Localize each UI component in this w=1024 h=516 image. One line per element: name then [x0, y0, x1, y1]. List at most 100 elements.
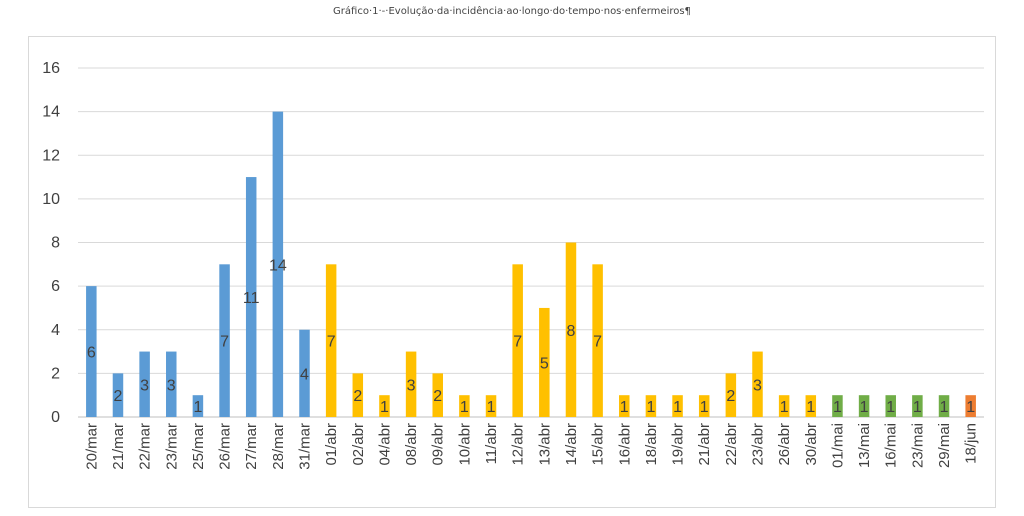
data-label: 1 [620, 399, 629, 416]
x-tick-label: 26/mar [217, 423, 234, 470]
data-label: 1 [806, 399, 815, 416]
x-tick-label: 29/mai [936, 423, 953, 468]
data-label: 7 [327, 334, 336, 351]
data-label: 3 [167, 377, 176, 394]
data-label: 14 [269, 257, 287, 274]
x-tick-label: 26/abr [776, 423, 793, 466]
bar [672, 395, 683, 417]
bar [405, 351, 417, 417]
x-tick-label: 08/abr [403, 423, 420, 466]
x-tick-label: 23/abr [750, 423, 767, 466]
bar [139, 351, 150, 417]
bar [725, 373, 737, 417]
data-label: 1 [380, 399, 389, 416]
x-tick-label: 01/abr [323, 423, 340, 466]
data-label: 3 [407, 377, 416, 394]
data-label: 8 [567, 323, 576, 340]
bar [299, 329, 310, 417]
data-label: 1 [833, 399, 842, 416]
data-label: 1 [460, 399, 469, 416]
x-tick-label: 11/abr [483, 423, 500, 464]
bar [565, 242, 577, 417]
bar [432, 373, 443, 417]
bar [539, 307, 550, 417]
y-tick-label: 2 [51, 365, 60, 382]
data-label: 1 [193, 399, 202, 416]
data-label: 1 [860, 399, 869, 416]
data-label: 2 [353, 388, 362, 405]
x-tick-label: 19/abr [670, 423, 687, 466]
data-label: 1 [673, 399, 682, 416]
x-tick-label: 21/abr [696, 423, 713, 466]
bar [832, 395, 843, 417]
data-label: 2 [114, 388, 123, 405]
y-tick-label: 6 [51, 278, 60, 295]
bar [379, 395, 390, 417]
x-tick-label: 04/abr [376, 423, 393, 466]
bar [272, 111, 284, 417]
x-tick-label: 01/mai [829, 423, 846, 468]
x-tick-label: 22/abr [723, 423, 740, 466]
y-tick-label: 8 [51, 235, 60, 252]
bar [352, 373, 364, 417]
bar [619, 395, 630, 417]
y-tick-label: 4 [51, 322, 60, 339]
x-tick-label: 23/mai [909, 423, 926, 468]
x-tick-label: 30/abr [803, 423, 820, 466]
x-tick-label: 25/mar [190, 423, 207, 470]
x-tick-label: 14/abr [563, 423, 580, 466]
data-label: 1 [940, 399, 949, 416]
bar [166, 351, 177, 417]
bar [778, 395, 790, 417]
x-tick-label: 18/abr [643, 423, 660, 466]
x-tick-label: 16/abr [616, 423, 633, 466]
x-tick-label: 13/abr [536, 423, 553, 466]
bar [112, 373, 124, 417]
y-tick-label: 14 [42, 104, 60, 121]
x-tick-label: 22/mar [137, 423, 154, 470]
data-label: 1 [780, 399, 789, 416]
data-label: 3 [140, 377, 149, 394]
data-label: 4 [300, 366, 309, 383]
bar [805, 395, 817, 417]
x-tick-label: 15/abr [590, 423, 607, 466]
x-tick-label: 12/abr [510, 423, 527, 466]
bar [325, 264, 337, 417]
chart-title: Gráfico·1·-·Evolução·da·incidência·ao·lo… [333, 6, 691, 17]
x-tick-label: 13/mai [856, 423, 873, 468]
bar [245, 177, 257, 417]
bar [485, 395, 497, 417]
data-label: 2 [433, 388, 442, 405]
bar [885, 395, 896, 417]
x-tick-label: 18/jun [963, 423, 980, 464]
x-tick-label: 31/mar [297, 423, 314, 470]
data-label: 2 [726, 388, 735, 405]
bar [219, 264, 230, 417]
chart-frame [28, 36, 996, 508]
bar [698, 395, 710, 417]
y-tick-label: 16 [42, 60, 60, 77]
bar [645, 395, 657, 417]
x-tick-label: 16/mai [883, 423, 900, 468]
bar [192, 395, 204, 417]
data-label: 1 [913, 399, 922, 416]
data-label: 5 [540, 355, 549, 372]
data-label: 7 [593, 334, 602, 351]
data-label: 3 [753, 377, 762, 394]
data-label: 6 [87, 345, 96, 362]
x-tick-label: 02/abr [350, 423, 367, 466]
data-label: 7 [513, 334, 522, 351]
bar [858, 395, 870, 417]
bar [459, 395, 470, 417]
data-label: 1 [646, 399, 655, 416]
x-tick-label: 10/abr [456, 423, 473, 466]
x-tick-label: 09/abr [430, 423, 447, 466]
bar [965, 395, 976, 417]
x-tick-label: 27/mar [243, 423, 260, 470]
y-tick-label: 0 [51, 409, 60, 426]
bar [938, 395, 950, 417]
bar [86, 286, 97, 417]
bar [752, 351, 763, 417]
x-tick-label: 28/mar [270, 423, 287, 470]
